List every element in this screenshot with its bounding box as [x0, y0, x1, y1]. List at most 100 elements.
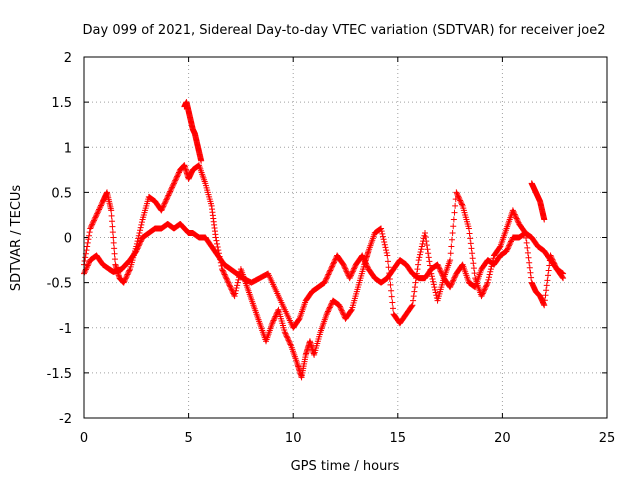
data-point — [550, 259, 557, 266]
data-point — [91, 217, 98, 224]
data-point — [84, 239, 91, 246]
data-point — [125, 270, 132, 277]
data-point — [137, 227, 144, 234]
data-point — [125, 268, 132, 275]
data-point — [510, 208, 517, 215]
data-point — [550, 257, 557, 264]
data-point — [98, 201, 105, 208]
data-point — [351, 265, 358, 272]
data-point — [110, 239, 117, 246]
data-point — [89, 221, 96, 228]
data-point — [418, 243, 425, 250]
data-point — [416, 254, 423, 261]
data-point — [504, 246, 511, 253]
data-point — [213, 237, 220, 244]
data-point — [167, 187, 174, 194]
data-point — [512, 214, 519, 221]
data-point — [321, 279, 328, 286]
data-point — [486, 274, 493, 281]
data-point — [215, 247, 222, 254]
data-point — [385, 264, 392, 271]
data-point — [230, 291, 237, 298]
data-point — [325, 307, 332, 314]
data-point — [93, 211, 100, 218]
data-point — [359, 252, 366, 259]
x-tick-label: 15 — [390, 431, 407, 446]
data-point — [285, 337, 292, 344]
data-point — [234, 282, 241, 289]
data-point — [111, 245, 118, 252]
data-point — [546, 262, 553, 269]
data-point — [220, 270, 227, 277]
data-point — [269, 318, 276, 325]
data-point — [459, 201, 466, 208]
data-point — [89, 220, 96, 227]
data-point — [158, 207, 165, 214]
data-point — [111, 256, 118, 263]
data-point — [523, 239, 530, 246]
data-point — [348, 271, 355, 278]
data-point — [478, 293, 485, 300]
data-point — [447, 284, 454, 291]
data-point — [384, 258, 391, 265]
data-point — [507, 239, 514, 246]
data-point — [467, 240, 474, 247]
data-point — [448, 236, 455, 243]
data-point — [326, 305, 333, 312]
data-point — [488, 263, 495, 270]
data-point — [541, 216, 548, 223]
data-point — [169, 184, 176, 191]
data-point — [449, 229, 456, 236]
data-point — [458, 200, 465, 207]
data-point — [162, 197, 169, 204]
data-point — [121, 278, 128, 285]
data-point — [82, 267, 89, 274]
data-point — [411, 288, 418, 295]
data-point — [524, 249, 531, 256]
data-point — [457, 197, 464, 204]
data-point — [170, 180, 177, 187]
data-point — [434, 261, 441, 268]
data-point — [217, 256, 224, 263]
y-tick-label: 1.5 — [51, 96, 72, 111]
data-point — [465, 225, 472, 232]
data-point — [414, 266, 421, 273]
data-point — [222, 272, 229, 279]
axis-ticks: 0 5 10 15 20 25 -2 -1.5 -1 -0.5 0 0.5 1 1.5 2 — [47, 51, 616, 446]
data-point — [337, 304, 344, 311]
data-point — [92, 214, 99, 221]
plot-frame — [83, 56, 608, 419]
data-point — [455, 193, 462, 200]
data-point — [384, 252, 391, 259]
data-point — [109, 223, 116, 230]
data-point — [484, 280, 491, 287]
data-point — [427, 266, 434, 273]
data-point — [423, 242, 430, 249]
data-point — [471, 270, 478, 277]
data-point — [523, 234, 530, 241]
data-point — [514, 216, 521, 223]
data-point — [484, 279, 491, 286]
data-point — [326, 268, 333, 275]
data-point — [161, 200, 168, 207]
data-point — [549, 256, 556, 263]
data-point — [422, 234, 429, 241]
data-point — [97, 202, 104, 209]
data-point — [86, 229, 93, 236]
data-point — [95, 207, 102, 214]
x-axis-label: GPS time / hours — [291, 459, 400, 474]
data-point — [283, 333, 290, 340]
data-point — [450, 276, 457, 283]
data-point — [175, 170, 182, 177]
data-point — [86, 232, 93, 239]
data-point — [511, 210, 518, 217]
data-point — [426, 258, 433, 265]
data-point — [415, 257, 422, 264]
x-tick-label: 10 — [285, 431, 302, 446]
data-point — [167, 188, 174, 195]
x-tick-label: 5 — [184, 431, 192, 446]
data-point — [386, 276, 393, 283]
data-point — [174, 173, 181, 180]
data-point — [544, 277, 551, 284]
data-point — [175, 169, 182, 176]
